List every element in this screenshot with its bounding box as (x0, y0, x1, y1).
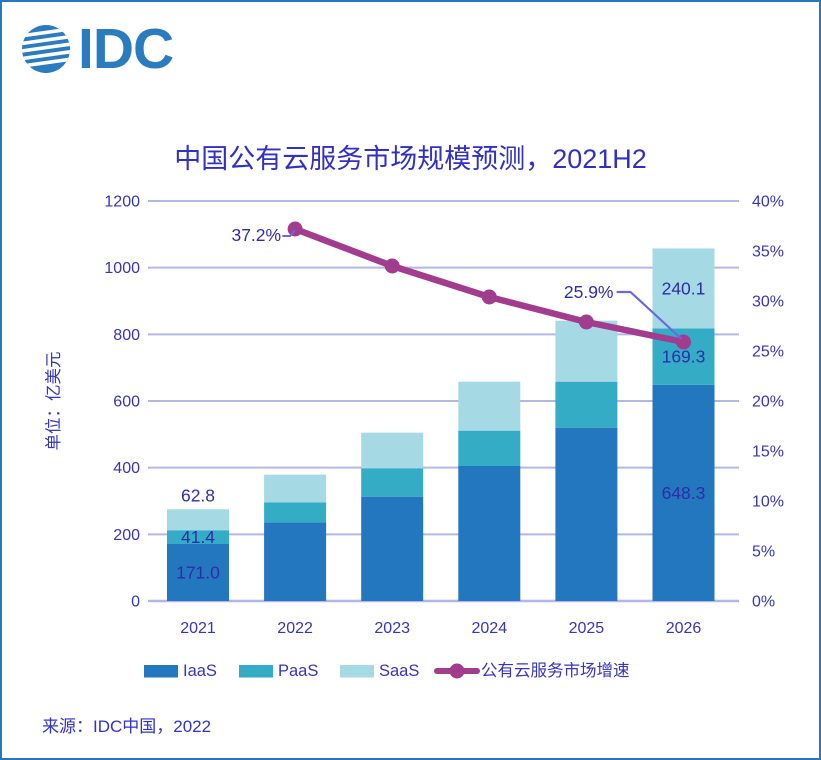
left-axis-tick: 600 (113, 394, 140, 411)
bar-value-label: 171.0 (176, 563, 220, 583)
bar-segment-iaas-2025 (555, 427, 618, 601)
annotation-connector (282, 230, 296, 237)
bar-value-label: 240.1 (662, 278, 706, 298)
right-axis-tick: 20% (752, 394, 784, 411)
legend-label: 公有云服务市场增速 (481, 661, 630, 680)
bar-segment-saas-2022 (264, 474, 327, 503)
legend-label: SaaS (379, 662, 419, 680)
left-axis-tick: 0 (131, 594, 140, 611)
annotation-connector (616, 290, 682, 340)
growth-line-point (578, 314, 594, 330)
source-note: 来源：IDC中国，2022 (42, 717, 212, 736)
bar-segment-paas-2025 (555, 381, 618, 428)
bar-segment-iaas-2024 (458, 466, 521, 601)
growth-line (291, 225, 687, 346)
bar-segment-iaas-2026 (652, 384, 715, 601)
bar-segment-saas-2024 (458, 381, 521, 431)
bar-segment-iaas-2023 (361, 496, 424, 601)
growth-line-point (384, 258, 400, 274)
bar-segment-paas-2023 (361, 468, 424, 497)
x-axis-label: 2025 (569, 620, 605, 637)
right-axis-tick: 15% (752, 444, 784, 461)
bar-segment-paas-2024 (458, 430, 521, 466)
legend-swatch-iaas (144, 665, 178, 678)
idc-logo-text: IDC (78, 17, 174, 81)
bar-segment-paas-2021 (167, 530, 229, 544)
legend-line-point (449, 663, 465, 679)
bar-value-label: 169.3 (662, 347, 706, 367)
right-axis-tick: 35% (752, 244, 784, 261)
bar-value-label: 41.4 (181, 527, 215, 547)
right-axis-tick: 40% (752, 194, 784, 211)
right-axis-tick: 25% (752, 344, 784, 361)
left-axis-tick: 1000 (104, 260, 140, 277)
idc-globe-icon (21, 25, 71, 73)
legend-label: IaaS (183, 662, 217, 680)
bar-segment-saas-2023 (361, 432, 424, 469)
right-axis-tick: 5% (752, 544, 775, 561)
growth-line-point (481, 289, 497, 305)
bar-segment-saas-2026 (652, 248, 715, 329)
right-axis-tick: 0% (752, 594, 775, 611)
legend-swatch-saas (340, 665, 374, 678)
annotation-label: 25.9% (564, 282, 614, 302)
bar-value-label: 62.8 (181, 485, 215, 505)
bar-segment-iaas-2022 (264, 522, 327, 601)
left-axis-tick: 200 (113, 527, 140, 544)
legend-swatch-paas (239, 665, 273, 678)
left-axis-tick: 800 (113, 327, 140, 344)
left-axis-title: 单位：亿美元 (44, 352, 63, 451)
x-axis-label: 2024 (472, 620, 508, 637)
bar-segment-saas-2025 (555, 320, 618, 382)
idc-logo: IDC (21, 17, 174, 81)
public-cloud-forecast-chart: 0 200 400 600 800 1000 1200 0% 5% 10% 15% 20% 25% 30%… (44, 194, 784, 681)
right-axis-tick: 10% (752, 494, 784, 511)
x-axis-label: 2022 (277, 620, 313, 637)
growth-line-point (287, 221, 303, 237)
annotation-label: 37.2% (231, 225, 281, 245)
bar-value-label: 648.3 (662, 483, 706, 503)
bar-segment-paas-2022 (264, 502, 327, 523)
x-axis-label: 2026 (666, 620, 702, 637)
legend-label: PaaS (278, 662, 318, 680)
right-axis-tick: 30% (752, 294, 784, 311)
bar-segment-iaas-2021 (167, 544, 229, 601)
x-axis-label: 2021 (180, 620, 216, 637)
left-axis-tick: 400 (113, 460, 140, 477)
left-axis-tick: 1200 (104, 194, 140, 211)
chart-title: 中国公有云服务市场规模预测，2021H2 (174, 144, 647, 174)
x-axis-label: 2023 (374, 620, 410, 637)
bar-segment-saas-2021 (167, 509, 229, 531)
